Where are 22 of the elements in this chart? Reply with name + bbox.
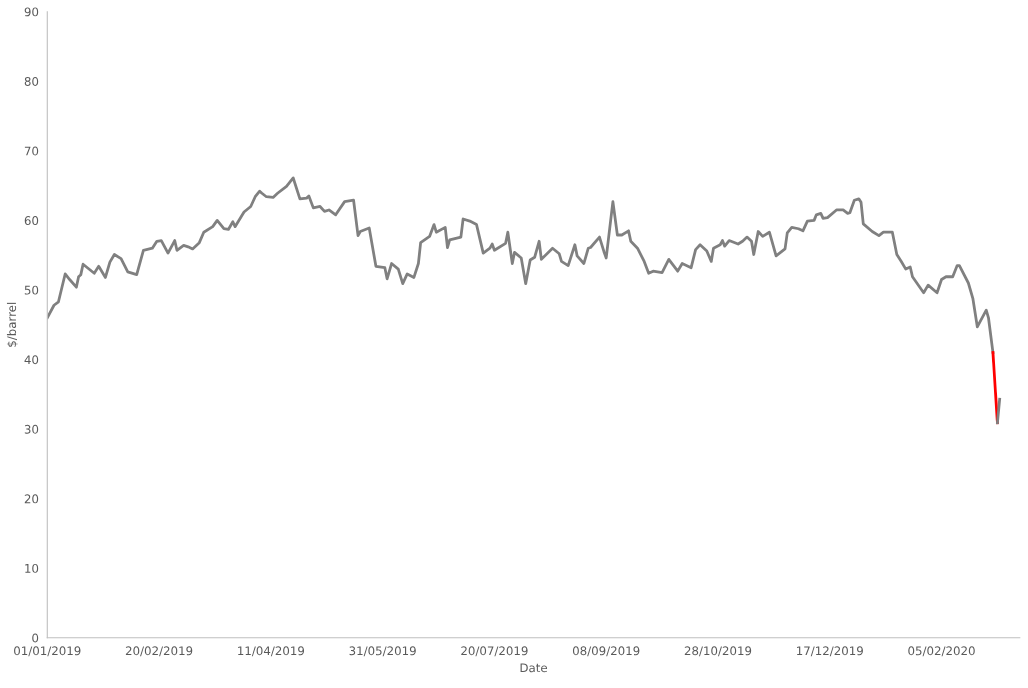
x-tick-label: 20/02/2019 — [125, 646, 193, 657]
y-tick-label: 0 — [32, 633, 39, 643]
y-tick-label: 40 — [24, 355, 39, 365]
y-axis-title: $/barrel — [6, 302, 18, 347]
x-tick-label: 08/09/2019 — [572, 646, 640, 657]
x-tick-label: 05/02/2020 — [908, 646, 975, 657]
y-tick-label: 30 — [24, 424, 39, 434]
x-tick-label: 17/12/2019 — [797, 646, 863, 657]
x-tick-label: 01/01/2019 — [14, 646, 81, 657]
x-axis-title: Date — [520, 663, 548, 673]
y-tick-label: 70 — [24, 146, 39, 156]
y-tick-label: 80 — [24, 76, 39, 86]
x-tick-label: 31/05/2019 — [349, 646, 416, 657]
y-tick-label: 90 — [24, 7, 39, 17]
x-tick-label: 28/10/2019 — [684, 646, 752, 657]
y-tick-label: 20 — [24, 494, 39, 504]
y-tick-label: 60 — [24, 216, 39, 226]
x-tick-label: 20/07/2019 — [461, 646, 528, 657]
x-tick-label: 11/04/2019 — [238, 646, 305, 657]
line-series — [47, 176, 995, 354]
y-tick-label: 10 — [25, 563, 39, 573]
y-tick-label: 50 — [24, 285, 39, 295]
